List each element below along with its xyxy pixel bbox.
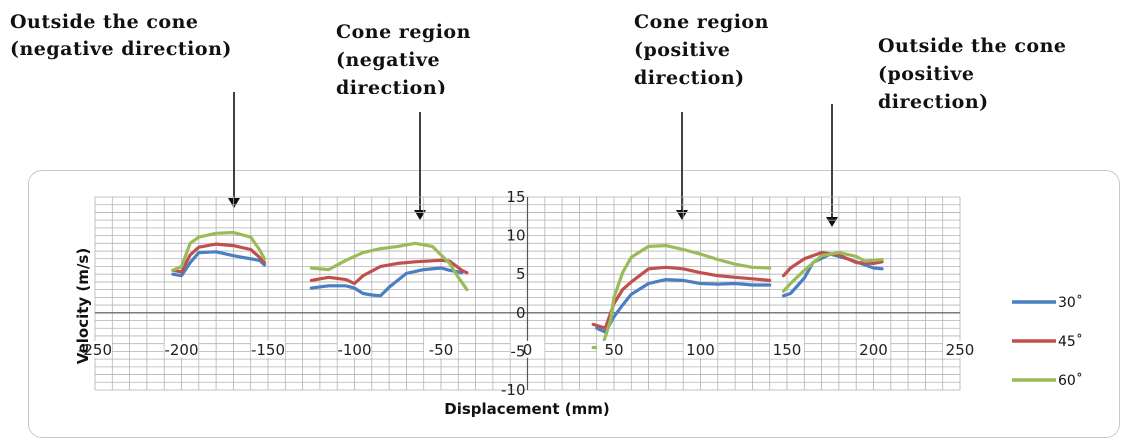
chart-frame[interactable]	[28, 170, 1120, 438]
x-tick-label: -250	[78, 341, 112, 359]
x-tick-label: -150	[251, 341, 285, 359]
series-line	[171, 250, 267, 278]
series-line	[309, 266, 464, 298]
annotation-line: Cone region	[336, 21, 471, 43]
annotation-line: direction)	[634, 67, 745, 89]
y-tick-label: 10	[506, 227, 525, 245]
x-tick-label-background	[164, 340, 199, 358]
annotation-line: (negative direction)	[10, 38, 232, 60]
annotation-line: (positive	[878, 63, 975, 85]
y-tick-label: 0	[516, 304, 526, 322]
legend-label: 45˚	[1058, 333, 1083, 350]
x-tick-label: -50	[429, 341, 454, 359]
x-tick-label: 250	[946, 341, 975, 359]
x-axis-label: Displacement (mm)	[444, 400, 609, 418]
y-tick-label: 5	[516, 265, 526, 283]
x-tick-label-background	[597, 340, 631, 358]
annotation-arrow-head	[414, 210, 426, 220]
legend-label: 30˚	[1058, 294, 1083, 311]
x-tick-label-background	[337, 340, 372, 358]
x-tick-label: -200	[164, 341, 198, 359]
x-tick-label-background	[424, 340, 458, 358]
series-line	[309, 258, 469, 286]
x-tick-label-background	[856, 340, 891, 358]
annotation-line: (negative	[336, 49, 441, 71]
y-tick-label: -5	[511, 342, 526, 360]
annotation-line: direction)	[878, 91, 989, 113]
x-tick-label-background	[251, 340, 285, 358]
tick-labels: -250 -200 -150 -100 -50 0 50 100 150 200 250-10-50…	[78, 188, 977, 399]
series-line	[309, 241, 469, 292]
x-tick-label: 0	[523, 341, 533, 359]
annotation-line: Outside the cone	[878, 35, 1067, 57]
series-line	[781, 251, 884, 293]
legend-label: 60˚	[1058, 372, 1083, 389]
x-tick-label: -100	[337, 341, 371, 359]
annotation-line: (positive	[634, 39, 731, 61]
annotation-arrow-head	[826, 217, 838, 227]
series-line	[171, 242, 267, 274]
series-line	[591, 244, 772, 350]
annotation-arrow-head	[676, 210, 688, 220]
y-tick-label: 15	[506, 188, 525, 206]
annotation-arrow-head	[228, 198, 240, 208]
x-tick-label: 150	[773, 341, 802, 359]
series-line	[171, 230, 267, 272]
annotation-line: Cone region	[634, 11, 769, 33]
y-axis-label: Velocity (m/s)	[74, 248, 92, 364]
y-tick-label: -10	[501, 381, 526, 399]
annotation-line: Outside the cone	[10, 11, 199, 33]
chart-axes	[95, 197, 960, 390]
chart-series	[171, 230, 884, 350]
x-tick-label-background	[770, 340, 804, 358]
x-tick-label: 200	[859, 341, 888, 359]
x-tick-label: 50	[604, 341, 623, 359]
x-tick-label-background	[943, 340, 977, 358]
x-tick-label-background	[78, 340, 112, 358]
annotation-line: direction)	[336, 77, 447, 94]
x-tick-label-background	[510, 340, 545, 358]
x-tick-label-background	[683, 340, 718, 358]
x-tick-label: 100	[686, 341, 715, 359]
chart-legend: 30˚ 45˚ 60˚	[1012, 294, 1083, 389]
series-line	[595, 278, 772, 334]
